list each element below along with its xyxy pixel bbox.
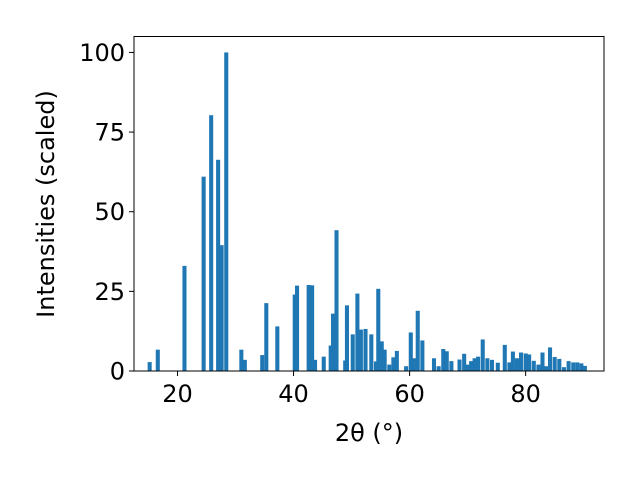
bar [408, 332, 413, 371]
bar [182, 265, 187, 371]
bar [441, 349, 446, 371]
bar [457, 359, 462, 371]
bar [557, 358, 562, 371]
bar [216, 159, 221, 371]
bar [379, 341, 384, 371]
bar [582, 365, 587, 371]
bar [147, 362, 152, 371]
x-tick-label: 20 [162, 380, 193, 408]
y-axis-label: Intensities (scaled) [32, 90, 60, 318]
bar [201, 176, 206, 371]
bar [523, 353, 528, 371]
y-tick-label: 0 [110, 358, 125, 386]
bar [495, 362, 500, 371]
bar [328, 345, 333, 371]
bar [431, 358, 437, 371]
bar [436, 366, 441, 371]
bar [527, 354, 532, 371]
x-axis-label: 2θ (°) [335, 419, 403, 447]
x-axis: 20 40 60 80 [162, 371, 541, 408]
bar [382, 349, 387, 371]
bar [330, 313, 336, 371]
bar [412, 358, 417, 371]
bar [224, 52, 229, 372]
bar [462, 353, 467, 371]
bar [275, 326, 280, 371]
bar [510, 351, 515, 371]
bar [571, 362, 576, 371]
bar [264, 303, 269, 371]
bar [540, 352, 545, 371]
x-tick-label: 60 [394, 380, 425, 408]
bar [489, 359, 495, 371]
bar [209, 115, 214, 371]
bar [295, 285, 300, 371]
bar [552, 356, 557, 371]
y-tick-label: 75 [94, 119, 125, 147]
bar [292, 294, 297, 371]
y-tick-label: 25 [94, 278, 125, 306]
bar [321, 356, 326, 371]
bar [358, 329, 363, 371]
bar [420, 340, 425, 371]
bar [394, 350, 399, 371]
bar [449, 361, 454, 371]
bar [369, 334, 374, 371]
bar [536, 364, 541, 371]
bar [579, 363, 584, 371]
bar [469, 361, 474, 371]
bar [260, 355, 265, 371]
bar [344, 305, 349, 371]
plot-frame [133, 36, 605, 372]
bar [543, 366, 548, 371]
bar [531, 360, 536, 371]
bar [355, 293, 360, 371]
bar [518, 352, 524, 371]
x-tick-label: 80 [510, 380, 541, 408]
bar [155, 349, 160, 371]
bar [306, 284, 311, 371]
bar [313, 359, 318, 371]
bar [485, 358, 490, 371]
bar [548, 347, 553, 371]
bar [310, 285, 315, 371]
bar [472, 358, 477, 371]
bar [465, 364, 470, 371]
bar [387, 364, 392, 371]
x-tick-label: 40 [278, 380, 309, 408]
bar [502, 344, 507, 371]
y-tick-label: 100 [79, 39, 125, 67]
bar [415, 310, 420, 371]
bar [334, 230, 339, 371]
bar-series [147, 52, 587, 372]
bar [391, 357, 396, 371]
bar [350, 334, 355, 371]
bar [566, 361, 571, 371]
bar [376, 288, 381, 371]
y-axis: 0 25 50 75 100 [79, 39, 134, 386]
bar [404, 366, 409, 371]
bar [219, 245, 224, 371]
bar [444, 351, 449, 371]
bar [507, 362, 512, 371]
bar [561, 367, 566, 371]
bar [476, 356, 481, 371]
bar [363, 328, 368, 371]
bar [373, 361, 378, 371]
bar [575, 362, 580, 371]
bar [242, 359, 247, 371]
bar [480, 339, 485, 371]
bar [239, 349, 244, 371]
bar [514, 358, 519, 371]
y-tick-label: 50 [94, 198, 125, 226]
